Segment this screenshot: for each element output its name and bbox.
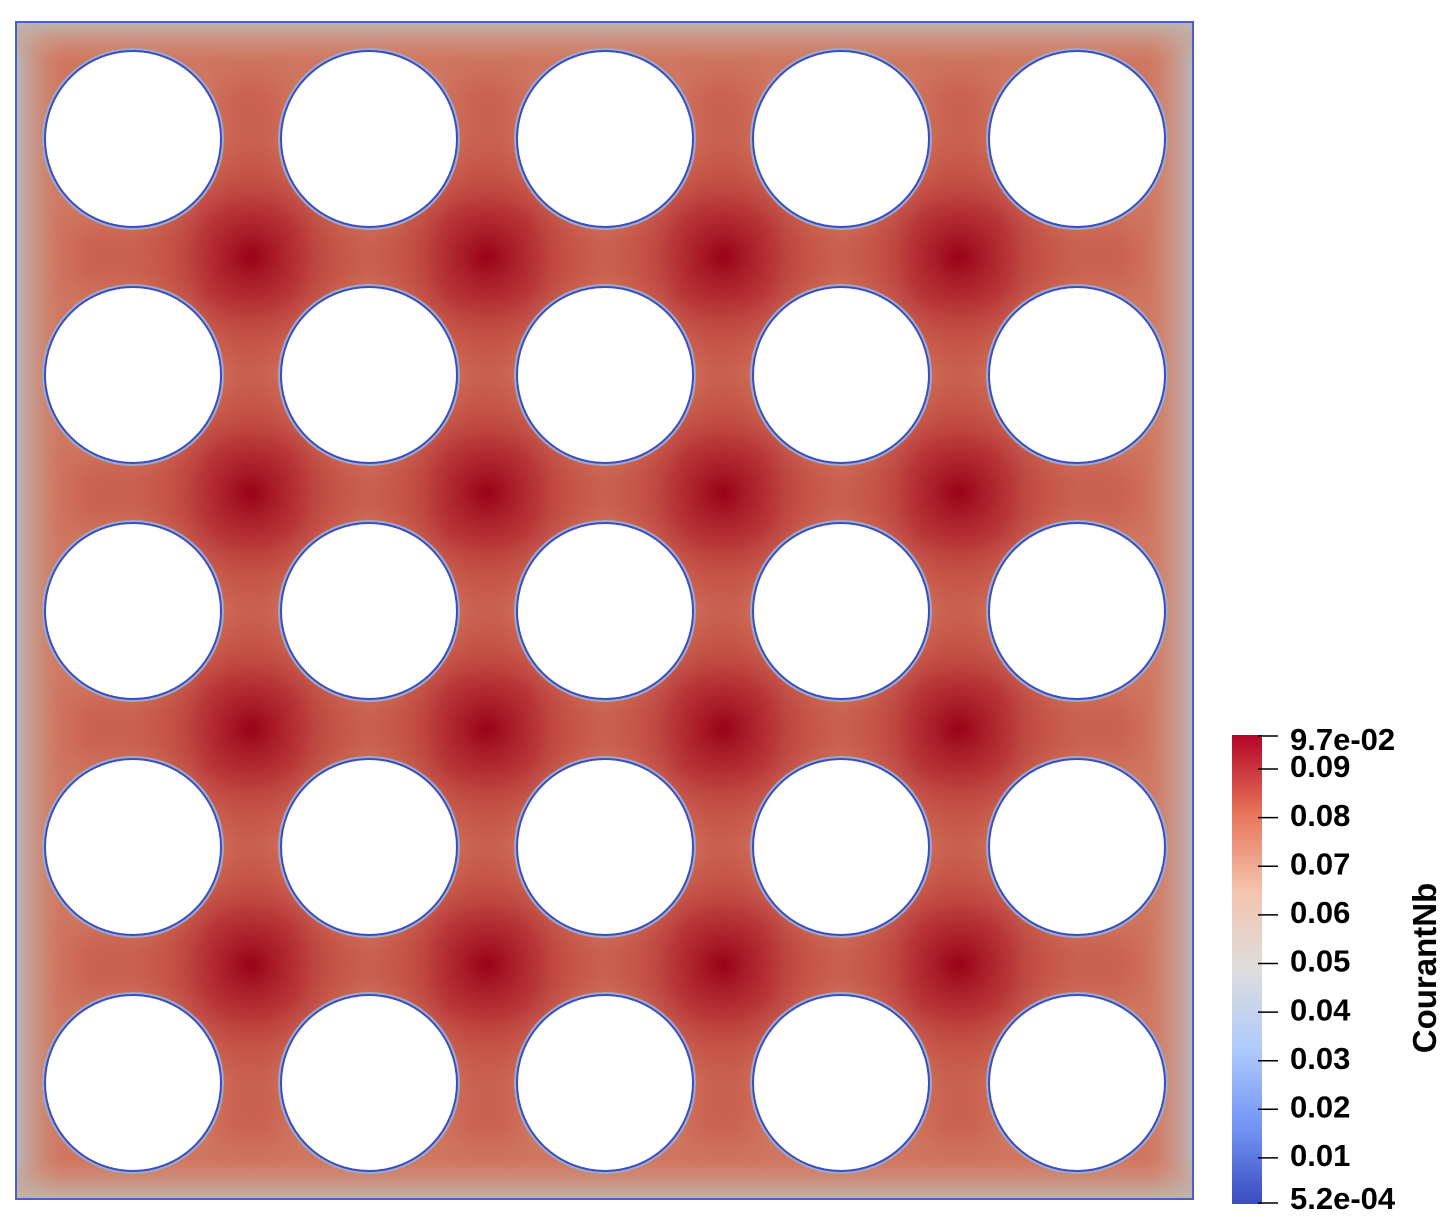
h-gap-3-2 — [693, 787, 753, 907]
v-gap-2-2 — [545, 699, 665, 759]
v-gap-3-3 — [781, 935, 901, 995]
v-gap-1-4 — [1017, 463, 1137, 523]
v-gap-3-1 — [309, 935, 429, 995]
cylinder-face-0-2 — [516, 50, 694, 228]
h-gap-3-0 — [221, 787, 281, 907]
h-gap-0-1 — [457, 79, 517, 199]
h-gap-2-1 — [457, 551, 517, 671]
v-gap-2-3 — [781, 699, 901, 759]
h-gap-4-3 — [929, 1023, 989, 1143]
cylinder-face-4-4 — [988, 994, 1166, 1172]
v-gap-3-4 — [1017, 935, 1137, 995]
cylinder-face-3-3 — [752, 758, 930, 936]
v-gap-1-0 — [73, 463, 193, 523]
h-gap-3-3 — [929, 787, 989, 907]
cylinder-face-0-3 — [752, 50, 930, 228]
flow-field — [16, 22, 1193, 1199]
v-gap-1-3 — [781, 463, 901, 523]
domain-border — [15, 21, 1194, 1200]
colorbar-min-label: 5.2e-04 — [1290, 1181, 1396, 1216]
tick-label-1: 0.08 — [1290, 798, 1350, 833]
tick-label-7: 0.02 — [1290, 1089, 1350, 1124]
h-gap-4-1 — [457, 1023, 517, 1143]
cylinder-face-0-0 — [44, 50, 222, 228]
tick-label-5: 0.04 — [1290, 992, 1351, 1027]
cylinder-obstacles — [42, 48, 1168, 1174]
h-gap-2-0 — [221, 551, 281, 671]
tick-label-4: 0.05 — [1290, 944, 1350, 979]
h-gap-0-3 — [929, 79, 989, 199]
cylinder-face-4-2 — [516, 994, 694, 1172]
colorbar-title: CourantNb — [1406, 883, 1443, 1053]
tick-label-6: 0.03 — [1290, 1041, 1350, 1076]
h-gap-1-3 — [929, 315, 989, 435]
h-gap-0-0 — [221, 79, 281, 199]
v-gap-0-0 — [73, 227, 193, 287]
cylinder-face-1-1 — [280, 286, 458, 464]
cylinder-face-1-4 — [988, 286, 1166, 464]
cylinder-face-3-0 — [44, 758, 222, 936]
cylinder-face-1-0 — [44, 286, 222, 464]
v-gap-2-0 — [73, 699, 193, 759]
colorbar-gradient — [1232, 735, 1262, 1204]
tick-label-2: 0.07 — [1290, 846, 1350, 881]
h-gap-3-1 — [457, 787, 517, 907]
cylinder-face-2-1 — [280, 522, 458, 700]
v-gap-0-4 — [1017, 227, 1137, 287]
colorbar-ticks: 0.09 0.08 0.07 0.06 0.05 0.04 0.03 0.02 0.01 — [1258, 735, 1351, 1204]
v-gap-2-4 — [1017, 699, 1137, 759]
v-gap-0-2 — [545, 227, 665, 287]
v-gap-3-2 — [545, 935, 665, 995]
cylinder-face-2-0 — [44, 522, 222, 700]
v-gap-1-1 — [309, 463, 429, 523]
cylinder-face-4-1 — [280, 994, 458, 1172]
cylinder-face-4-0 — [44, 994, 222, 1172]
cylinder-face-2-4 — [988, 522, 1166, 700]
cylinder-face-2-2 — [516, 522, 694, 700]
h-gap-1-2 — [693, 315, 753, 435]
h-gap-1-0 — [221, 315, 281, 435]
h-gap-4-0 — [221, 1023, 281, 1143]
v-gap-1-2 — [545, 463, 665, 523]
h-gap-1-1 — [457, 315, 517, 435]
cylinder-face-3-2 — [516, 758, 694, 936]
h-gap-4-2 — [693, 1023, 753, 1143]
cylinder-face-3-4 — [988, 758, 1166, 936]
v-gap-0-3 — [781, 227, 901, 287]
cylinder-face-2-3 — [752, 522, 930, 700]
tick-label-3: 0.06 — [1290, 895, 1350, 930]
v-gap-3-0 — [73, 935, 193, 995]
v-gap-0-1 — [309, 227, 429, 287]
cylinder-face-1-2 — [516, 286, 694, 464]
cylinder-face-1-3 — [752, 286, 930, 464]
h-gap-2-2 — [693, 551, 753, 671]
tick-label-0: 0.09 — [1290, 749, 1350, 784]
cylinder-face-3-1 — [280, 758, 458, 936]
colorbar-max-label: 9.7e-02 — [1290, 722, 1395, 757]
h-gap-2-3 — [929, 551, 989, 671]
cylinder-face-0-1 — [280, 50, 458, 228]
v-gap-2-1 — [309, 699, 429, 759]
cylinder-face-4-3 — [752, 994, 930, 1172]
tick-label-8: 0.01 — [1290, 1138, 1350, 1173]
colorbar-legend: 0.09 0.08 0.07 0.06 0.05 0.04 0.03 0.02 0.01 9.7… — [1232, 722, 1443, 1216]
cylinder-face-0-4 — [988, 50, 1166, 228]
h-gap-0-2 — [693, 79, 753, 199]
